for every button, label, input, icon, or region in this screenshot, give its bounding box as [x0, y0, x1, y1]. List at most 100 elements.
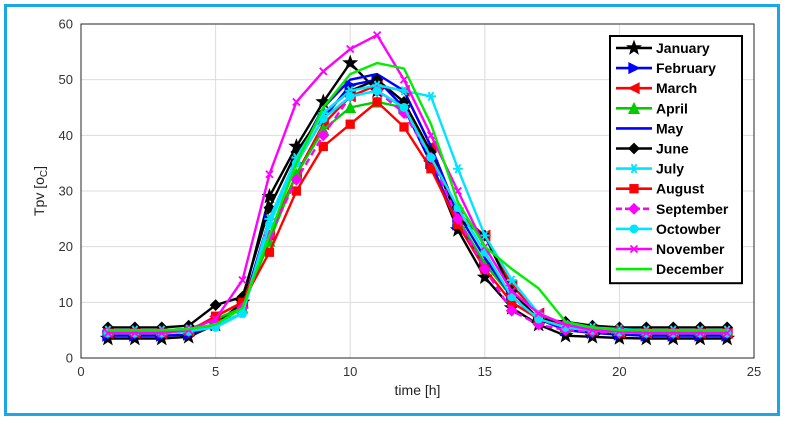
data-point: [399, 122, 409, 132]
series-group: [99, 30, 736, 346]
x-tick-label: 15: [478, 364, 492, 379]
legend-marker: [629, 224, 639, 234]
data-point: [426, 164, 436, 174]
legend-item: May: [616, 120, 683, 136]
legend-label: December: [656, 261, 724, 277]
legend-marker: [628, 142, 640, 155]
legend-marker: [628, 202, 640, 215]
legend-label: May: [656, 120, 683, 136]
x-tick-label: 10: [343, 364, 357, 379]
y-axis-label-close: ]: [31, 166, 47, 170]
legend-item: March: [616, 80, 697, 96]
legend-item: June: [616, 141, 689, 157]
legend-item: January: [616, 39, 710, 56]
legend-item: September: [616, 201, 729, 217]
data-point: [425, 91, 436, 102]
x-axis-label: time [h]: [395, 382, 441, 398]
legend-label: June: [656, 141, 689, 157]
data-point: [479, 230, 490, 241]
data-point: [319, 67, 328, 76]
legend-label: Octowber: [656, 221, 721, 237]
data-point: [452, 163, 463, 174]
legend-marker: [627, 82, 640, 95]
y-tick-label: 50: [59, 72, 73, 87]
data-point: [318, 141, 328, 152]
legend-marker: [629, 244, 639, 254]
legend-item: February: [616, 60, 716, 76]
data-point: [451, 212, 464, 225]
legend-item: November: [616, 241, 725, 257]
y-tick-label: 60: [59, 17, 73, 32]
series-line-november: [107, 33, 728, 335]
y-axis-label-sub: C: [39, 170, 50, 177]
legend-item: Octowber: [616, 221, 721, 237]
data-point: [317, 129, 330, 142]
legend-label: July: [656, 161, 684, 177]
data-point: [372, 86, 382, 96]
data-point: [399, 85, 410, 96]
data-point: [399, 75, 409, 84]
data-point: [345, 119, 355, 129]
x-tick-label: 20: [612, 364, 626, 379]
legend-box: [609, 35, 743, 285]
data-point: [344, 101, 357, 114]
data-point: [507, 287, 516, 296]
y-tick-label: 10: [59, 295, 73, 310]
y-tick-label: 30: [59, 184, 73, 199]
legend-marker: [627, 101, 641, 114]
y-axis-label-main: Tpv [o: [31, 177, 47, 216]
data-point: [372, 30, 382, 40]
legend-label: January: [656, 40, 710, 56]
data-point: [507, 292, 517, 302]
data-point: [478, 263, 491, 275]
data-point: [291, 186, 302, 196]
tick-labels: 0 5 10 15 20 25 0 10 20 30 40 50 60: [59, 17, 762, 380]
chart-frame: [4, 4, 780, 416]
data-point: [265, 170, 274, 179]
data-point: [534, 314, 544, 324]
data-point: [264, 247, 275, 257]
legend: January February March April May June July Augu…: [609, 35, 743, 285]
x-tick-label: 0: [77, 364, 84, 379]
x-tick-label: 25: [747, 364, 761, 379]
data-point: [211, 314, 220, 324]
y-tick-label: 40: [59, 128, 73, 143]
series-december: [107, 61, 728, 332]
data-point: [290, 173, 303, 186]
legend-marker: [629, 184, 639, 194]
data-point: [426, 153, 436, 163]
legend-marker: [626, 39, 642, 55]
data-point: [534, 309, 543, 318]
legend-label: November: [656, 241, 725, 257]
legend-item: July: [616, 161, 684, 177]
data-point: [399, 103, 409, 112]
data-point: [346, 44, 355, 54]
legend-label: August: [656, 181, 705, 197]
legend-label: March: [656, 80, 697, 96]
legend-label: April: [656, 100, 688, 116]
series-november: [103, 30, 732, 338]
plot-border: [80, 23, 755, 359]
legend-item: December: [616, 261, 724, 277]
data-point: [238, 275, 247, 285]
data-point: [342, 54, 359, 70]
data-point: [292, 97, 301, 107]
y-axis-label: Tpv [oC]: [31, 166, 50, 216]
legend-item: April: [616, 100, 688, 116]
legend-label: February: [656, 60, 716, 76]
legend-label: September: [656, 201, 729, 217]
legend-item: August: [616, 181, 705, 197]
data-point: [209, 299, 222, 312]
data-point: [238, 309, 247, 318]
legend-marker: [629, 163, 639, 174]
series-line-december: [107, 61, 728, 332]
data-point: [318, 114, 328, 124]
data-point: [506, 275, 517, 285]
data-point: [372, 97, 382, 107]
x-tick-label: 5: [212, 364, 219, 379]
data-point: [505, 304, 518, 317]
legend-marker: [628, 62, 641, 75]
y-tick-label: 20: [59, 239, 73, 254]
data-point: [345, 91, 355, 101]
